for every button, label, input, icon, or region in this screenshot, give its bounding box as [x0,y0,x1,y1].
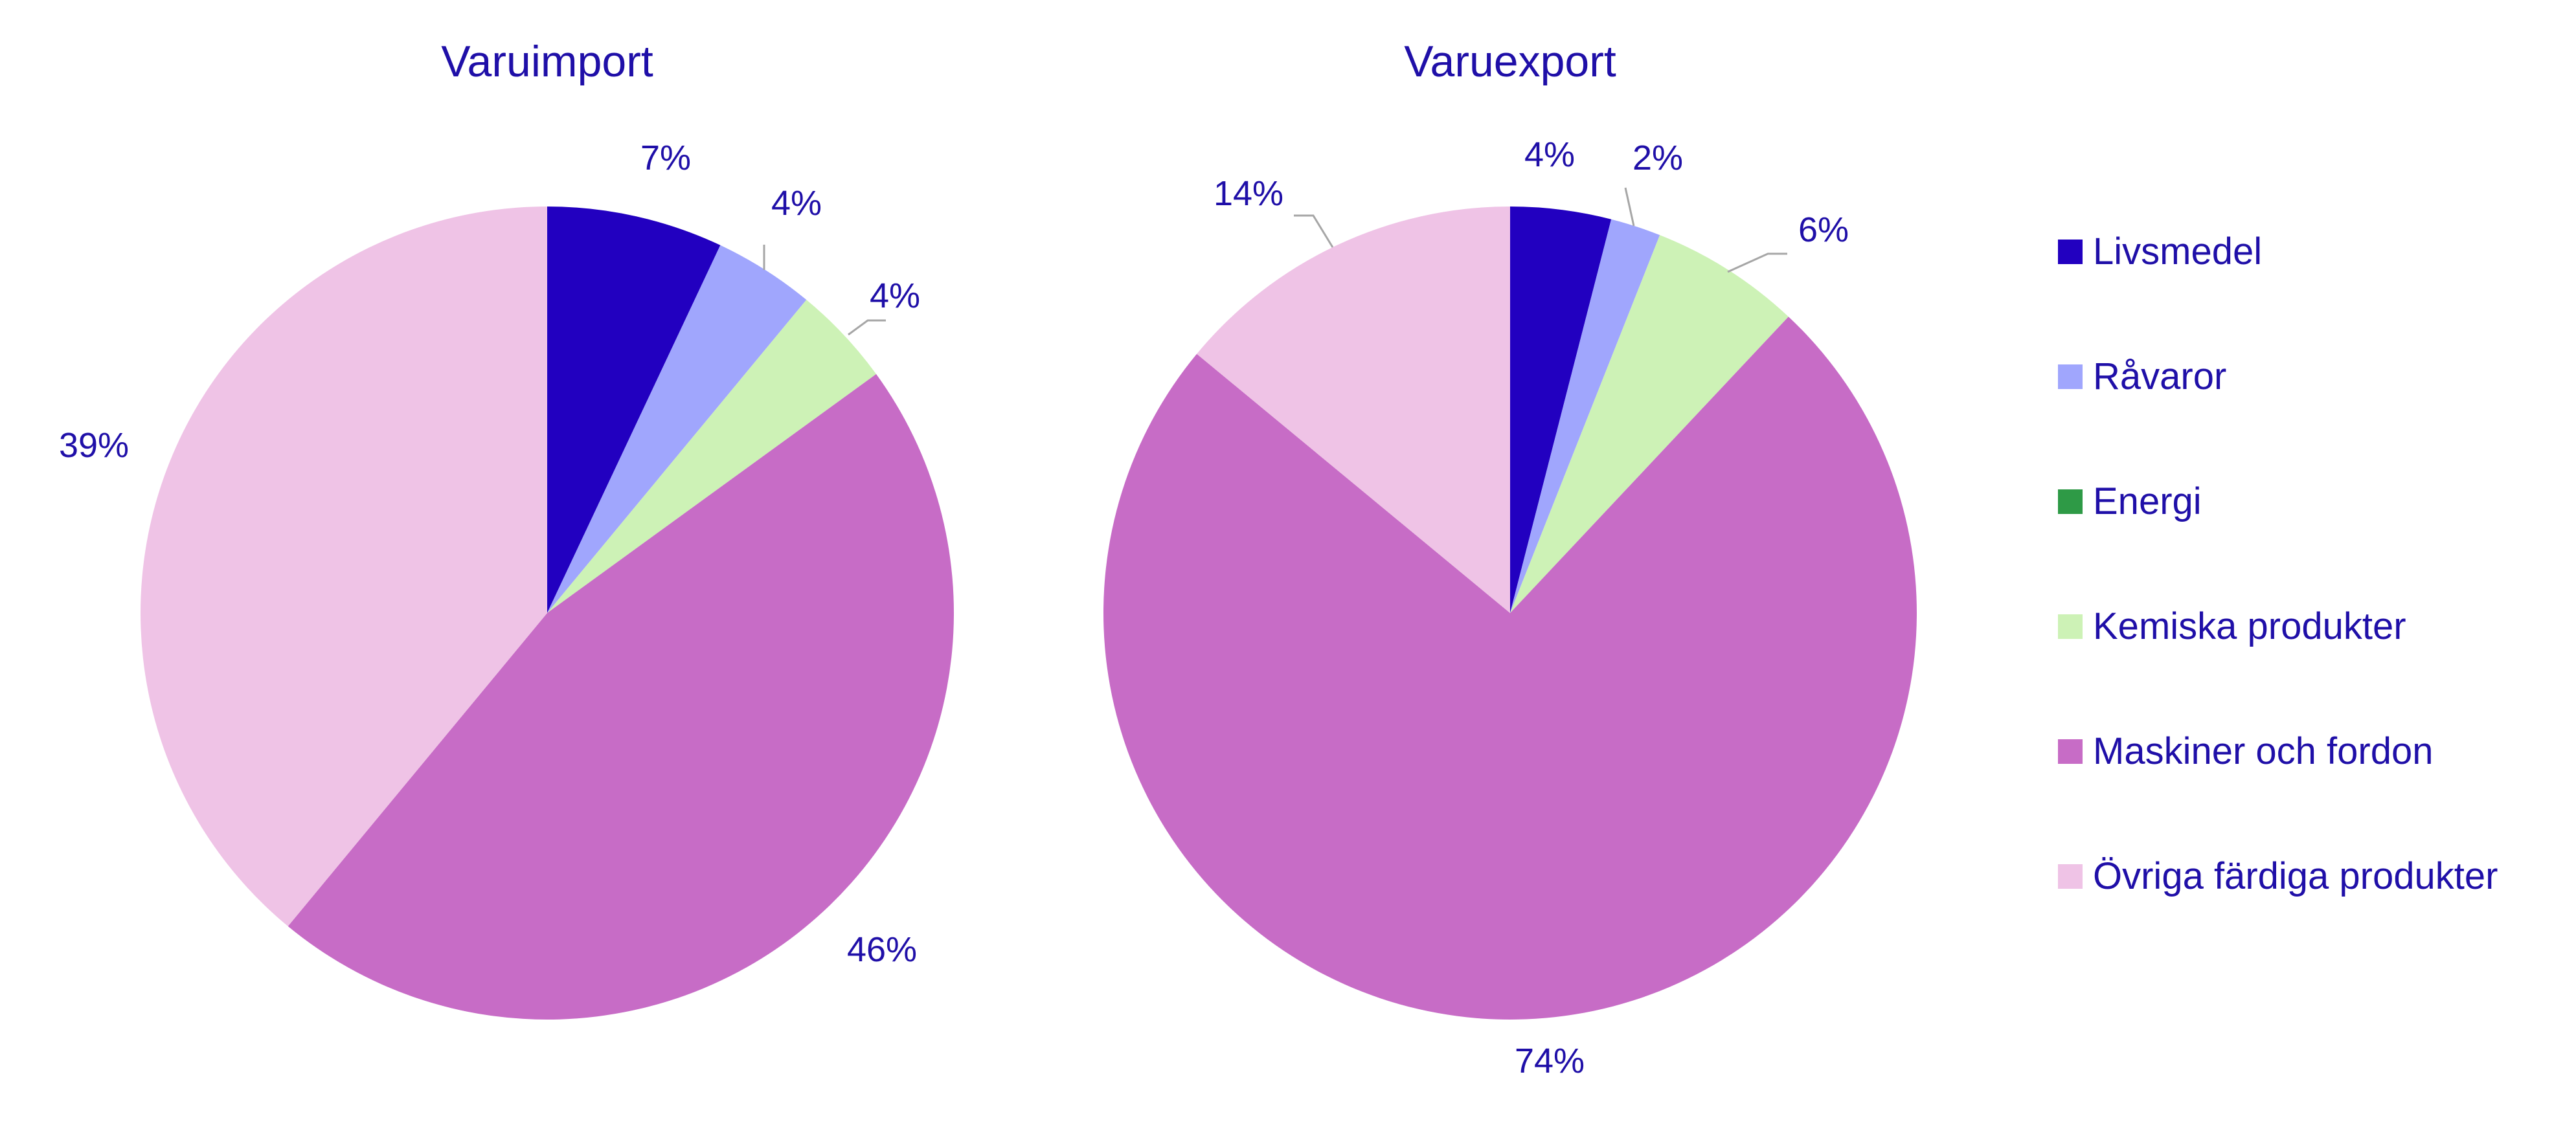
varuimport-data-label-ovriga-fardiga-produkter: 39% [59,426,129,465]
legend-label: Maskiner och fordon [2093,730,2433,772]
legend-item-kemiska-produkter: Kemiska produkter [2058,605,2406,647]
legend-swatch [2058,364,2083,389]
varuimport-leader-line-kemiska-produkter [848,319,886,336]
legend-item-ravaror: Råvaror [2058,355,2226,397]
varuexport-leader-line-kemiska-produkter [1727,252,1787,273]
legend-item-livsmedel: Livsmedel [2058,230,2262,273]
legend-item-maskiner-och-fordon: Maskiner och fordon [2058,730,2433,772]
varuimport-title: Varuimport [441,37,653,86]
legend-label: Livsmedel [2093,230,2262,273]
legend-item-energi: Energi [2058,480,2202,522]
chart-legend: Livsmedel Råvaror Energi Kemiska produkter M… [2058,230,2498,897]
legend-label: Råvaror [2093,355,2226,397]
legend-swatch [2058,489,2083,514]
varuimport-slice-maskiner-och-fordon [288,374,954,1020]
legend-swatch [2058,614,2083,639]
legend-swatch [2058,739,2083,764]
varuexport-leader-line-ovriga-fardiga-produkter [1294,214,1334,248]
varuimport-data-label-kemiska-produkter: 4% [870,276,920,315]
legend-swatch [2058,240,2083,264]
legend-label: Kemiska produkter [2093,605,2406,647]
varuexport-data-label-ovriga-fardiga-produkter: 14% [1214,174,1283,213]
varuexport-slice-maskiner-och-fordon [1103,317,1917,1020]
varuexport-data-label-kemiska-produkter: 6% [1798,210,1849,249]
varuexport-data-label-ravaror: 2% [1633,139,1683,177]
legend-label: Övriga färdiga produkter [2093,855,2498,897]
varuimport-data-label-ravaror: 4% [771,184,822,223]
varuexport-slice-ovriga-fardiga-produkter [1197,206,1510,613]
varuimport-data-label-maskiner-och-fordon: 46% [847,930,917,969]
varuimport-pie-chart: Varuimport 7% 4% 4% 46% 39% [59,37,954,1020]
varuexport-data-label-livsmedel: 4% [1524,135,1575,174]
varuexport-slice-kemiska-produkter [1510,235,1789,614]
varuimport-data-label-livsmedel: 7% [640,139,691,177]
varuexport-title: Varuexport [1404,37,1616,86]
legend-item-ovriga-fardiga-produkter: Övriga färdiga produkter [2058,855,2498,897]
varuexport-pie-chart: Varuexport 4% 2% 6% 74% 14% [1103,37,1917,1080]
varuimport-slice-ovriga-fardiga-produkter [141,206,547,926]
varuimport-slice-livsmedel [547,206,721,613]
legend-swatch [2058,864,2083,889]
varuimport-slice-ravaror [547,245,807,613]
varuexport-leader-line-ravaror [1624,187,1635,227]
varuexport-data-label-maskiner-och-fordon: 74% [1515,1042,1585,1080]
varuimport-slice-kemiska-produkter [547,300,877,613]
legend-label: Energi [2093,480,2202,522]
varuexport-slice-ravaror [1510,219,1660,614]
varuexport-slice-livsmedel [1510,206,1612,613]
